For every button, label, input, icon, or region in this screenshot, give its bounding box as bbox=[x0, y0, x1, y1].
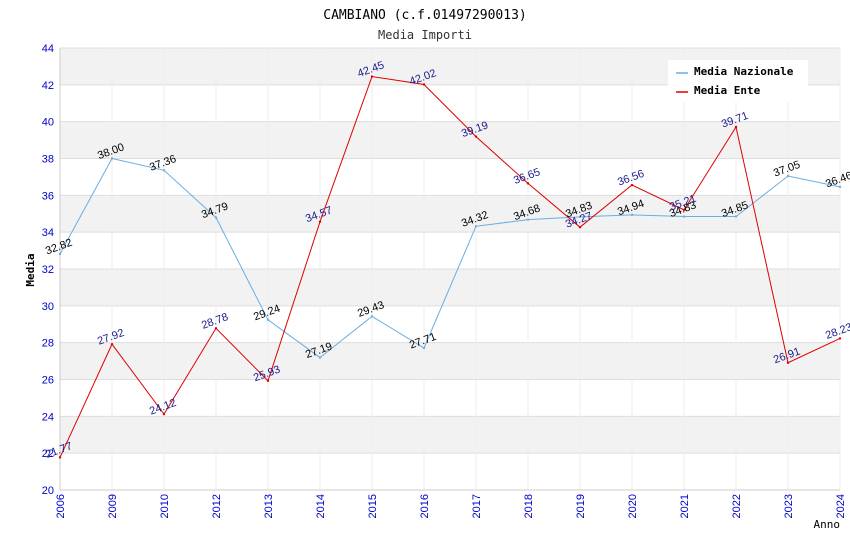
point-nazionale bbox=[58, 252, 62, 256]
point-nazionale bbox=[110, 157, 114, 160]
x-tick-label: 2012 bbox=[211, 494, 223, 518]
x-tick-label: 2006 bbox=[55, 494, 67, 518]
y-tick-label: 30 bbox=[42, 301, 54, 313]
x-tick-label: 2019 bbox=[575, 494, 587, 518]
x-axis-label: Anno bbox=[814, 518, 841, 531]
x-tick-label: 2017 bbox=[471, 494, 483, 518]
grid-band bbox=[60, 453, 840, 490]
point-nazionale bbox=[162, 169, 166, 172]
point-nazionale bbox=[474, 225, 478, 228]
x-tick-label: 2013 bbox=[263, 494, 275, 518]
x-tick-label: 2024 bbox=[835, 494, 847, 518]
point-ente bbox=[318, 220, 322, 223]
point-ente bbox=[630, 183, 634, 187]
grid-band bbox=[60, 195, 840, 233]
point-ente bbox=[266, 379, 270, 382]
y-tick-label: 36 bbox=[42, 190, 54, 202]
legend-box bbox=[668, 60, 808, 102]
legend: Media Nazionale Media Ente bbox=[668, 60, 808, 102]
point-ente bbox=[526, 182, 530, 185]
x-tick-label: 2009 bbox=[107, 494, 119, 518]
series-line-ente bbox=[59, 75, 841, 458]
point-ente bbox=[786, 361, 790, 364]
y-tick-label: 40 bbox=[42, 117, 54, 129]
y-tick-label: 32 bbox=[42, 264, 54, 276]
x-tick-label: 2015 bbox=[367, 494, 379, 518]
y-tick-label: 38 bbox=[42, 154, 54, 166]
grid-band bbox=[60, 121, 840, 159]
y-tick-label: 44 bbox=[42, 43, 54, 55]
point-ente bbox=[110, 342, 114, 346]
x-tick-label: 2018 bbox=[523, 494, 535, 518]
point-nazionale bbox=[630, 213, 634, 217]
point-nazionale bbox=[422, 346, 426, 350]
x-tick-label: 2016 bbox=[419, 494, 431, 518]
point-ente bbox=[370, 75, 374, 78]
point-nazionale bbox=[318, 356, 322, 359]
point-ente bbox=[734, 125, 738, 129]
point-ente bbox=[214, 327, 218, 330]
point-nazionale bbox=[838, 185, 842, 189]
point-ente bbox=[162, 412, 166, 416]
x-tick-label: 2010 bbox=[159, 494, 171, 518]
grid-band bbox=[60, 379, 840, 417]
y-tick-label: 42 bbox=[42, 80, 54, 92]
point-ente bbox=[422, 83, 426, 86]
y-tick-label: 24 bbox=[42, 411, 54, 423]
point-nazionale bbox=[734, 215, 738, 218]
y-tick-label: 22 bbox=[42, 448, 54, 460]
point-nazionale bbox=[214, 216, 218, 219]
legend-label-ente: Media Ente bbox=[694, 84, 761, 97]
y-tick-label: 20 bbox=[42, 485, 54, 497]
x-tick-label: 2014 bbox=[315, 494, 327, 518]
grid-band bbox=[60, 305, 840, 343]
series-line-nazionale bbox=[59, 157, 841, 359]
point-ente bbox=[474, 135, 478, 138]
x-tick-label: 2022 bbox=[731, 494, 743, 518]
grid-band bbox=[60, 158, 840, 196]
grid-bands bbox=[60, 48, 840, 490]
x-tick-label: 2021 bbox=[679, 494, 691, 518]
series-lines bbox=[58, 75, 842, 459]
grid-band bbox=[60, 342, 840, 380]
y-tick-label: 34 bbox=[42, 227, 54, 239]
grid-lines bbox=[59, 47, 841, 491]
chart-title: CAMBIANO (c.f.01497290013) bbox=[323, 8, 527, 23]
point-nazionale bbox=[682, 215, 686, 218]
x-tick-label: 2020 bbox=[627, 494, 639, 518]
point-ente bbox=[58, 456, 62, 459]
point-ente bbox=[578, 225, 582, 229]
legend-label-nazionale: Media Nazionale bbox=[694, 65, 794, 78]
point-nazionale bbox=[266, 318, 270, 322]
point-nazionale bbox=[370, 315, 374, 318]
point-nazionale bbox=[578, 215, 582, 219]
grid-band bbox=[60, 416, 840, 454]
point-ente bbox=[838, 337, 842, 340]
y-tick-label: 28 bbox=[42, 338, 54, 350]
grid-band bbox=[60, 232, 840, 269]
y-tick-label: 26 bbox=[42, 375, 54, 387]
point-nazionale bbox=[786, 174, 790, 178]
chart-subtitle: Media Importi bbox=[378, 28, 472, 42]
x-tick-labels: 2006 2009 2010 2012 2013 2014 2015 2016 2017 2018… bbox=[55, 494, 847, 518]
y-axis-label: Media bbox=[24, 253, 37, 286]
point-ente bbox=[682, 208, 686, 212]
x-tick-label: 2023 bbox=[783, 494, 795, 518]
y-tick-labels: 20 22 24 26 28 30 32 34 36 38 40 42 44 bbox=[42, 43, 54, 497]
point-nazionale bbox=[526, 218, 530, 221]
